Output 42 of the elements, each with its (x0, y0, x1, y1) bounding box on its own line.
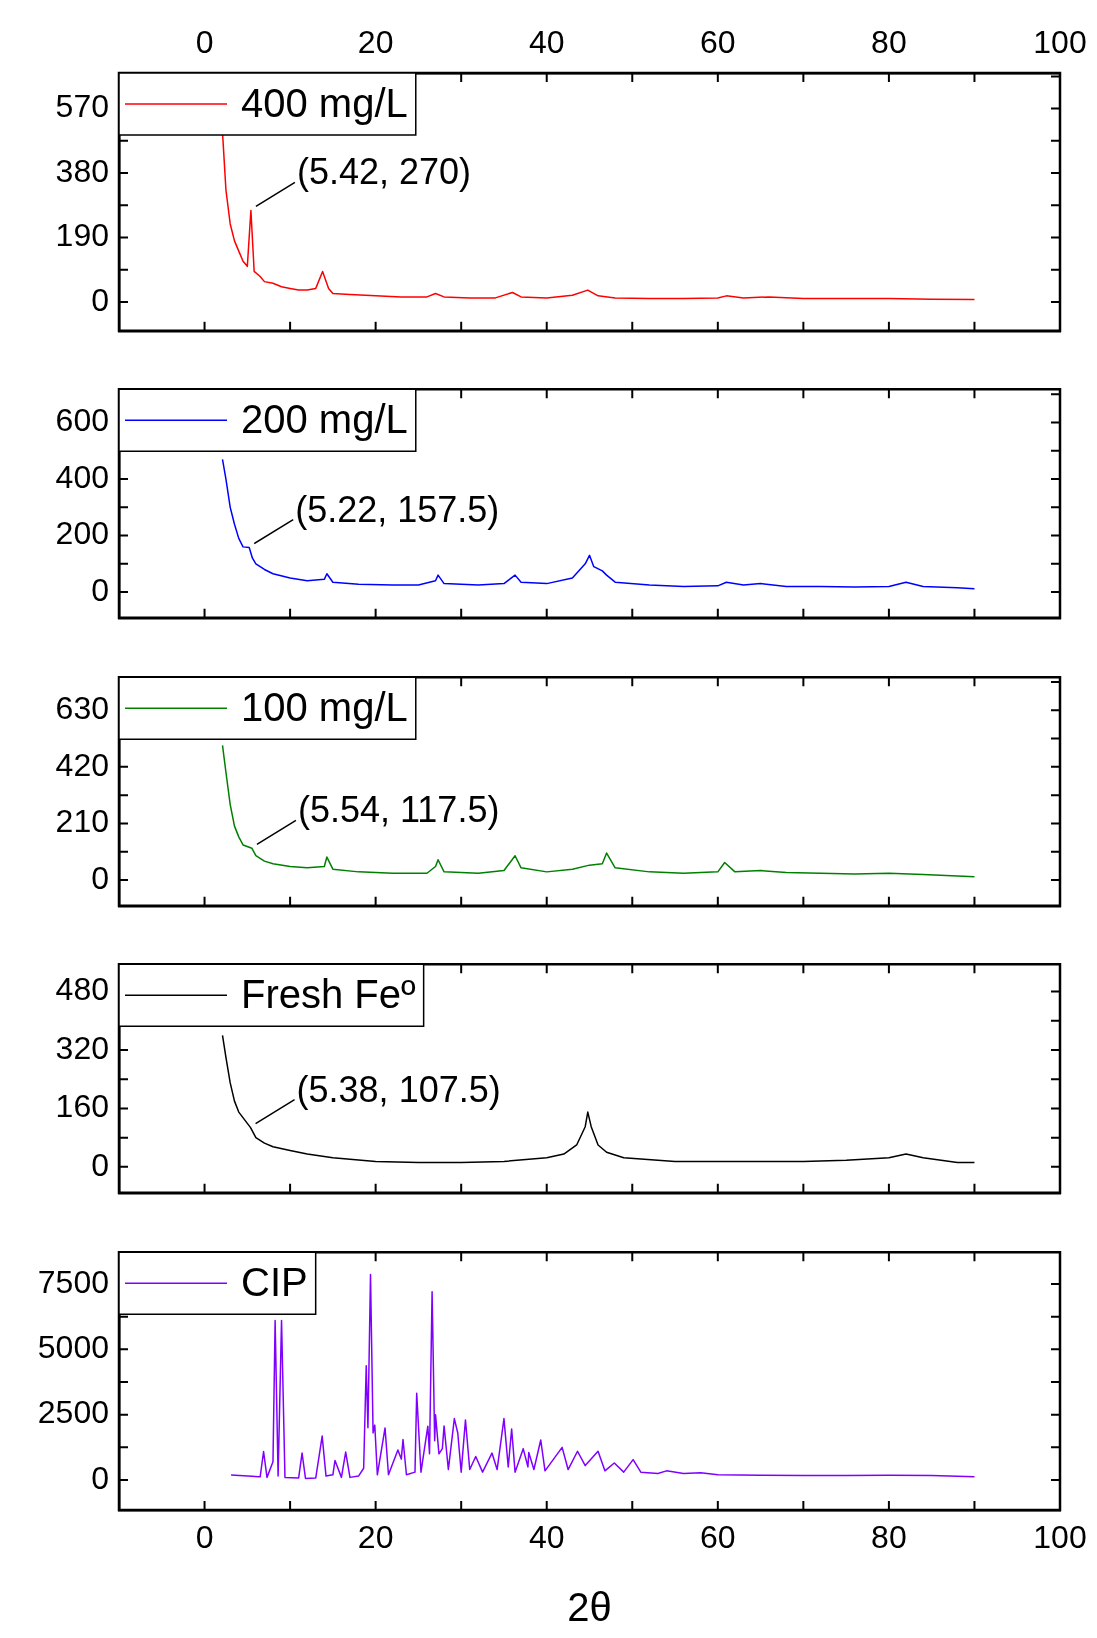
y-tick-label: 0 (91, 1146, 109, 1183)
x-tick-label: 0 (195, 1519, 214, 1556)
x-tick-label: 60 (700, 1519, 736, 1556)
y-tick-label: 320 (55, 1029, 109, 1066)
y-tick-label: 200 (55, 515, 109, 552)
y-tick-label: 0 (91, 1459, 109, 1496)
x-tick-label: 100 (1033, 1519, 1087, 1556)
x-tick-label: 40 (528, 1519, 565, 1556)
y-tick-label: 0 (91, 571, 109, 608)
x-tick-label: 20 (357, 1519, 394, 1556)
x2-tick-label: 80 (871, 23, 907, 60)
y-tick-label: 190 (55, 217, 109, 254)
y-tick-label: 400 (55, 458, 109, 495)
legend-label: 400 mg/L (241, 81, 408, 126)
y-tick-label: 0 (91, 281, 109, 318)
x-axis-title: 2θ (567, 1585, 612, 1630)
y-tick-label: 570 (55, 88, 109, 125)
y-tick-label: 0 (91, 859, 109, 896)
annotation: (5.22, 157.5) (295, 488, 500, 530)
annotation: (5.42, 270) (296, 151, 472, 193)
y-tick-label: 600 (55, 402, 109, 439)
x2-tick-label: 60 (700, 23, 736, 60)
y-tick-label: 210 (55, 803, 109, 840)
y-tick-label: 420 (55, 746, 109, 783)
annotation: (5.38, 107.5) (296, 1068, 501, 1110)
x2-tick-label: 0 (195, 23, 214, 60)
y-tick-label: 380 (55, 152, 109, 189)
y-tick-label: 2500 (37, 1394, 109, 1431)
y-tick-label: 7500 (37, 1263, 109, 1300)
y-tick-label: 160 (55, 1088, 109, 1125)
legend-label: CIP (241, 1260, 308, 1305)
legend-label: Fresh Feº (241, 972, 417, 1017)
legend-label: 100 mg/L (241, 685, 408, 730)
x-tick-label: 80 (871, 1519, 907, 1556)
x2-tick-label: 100 (1033, 23, 1087, 60)
x2-tick-label: 40 (528, 23, 565, 60)
y-tick-label: 5000 (37, 1329, 109, 1366)
x2-tick-label: 20 (357, 23, 394, 60)
y-tick-label: 480 (55, 971, 109, 1008)
y-tick-label: 630 (55, 690, 109, 727)
annotation: (5.54, 117.5) (297, 789, 500, 831)
legend-label: 200 mg/L (241, 397, 408, 442)
